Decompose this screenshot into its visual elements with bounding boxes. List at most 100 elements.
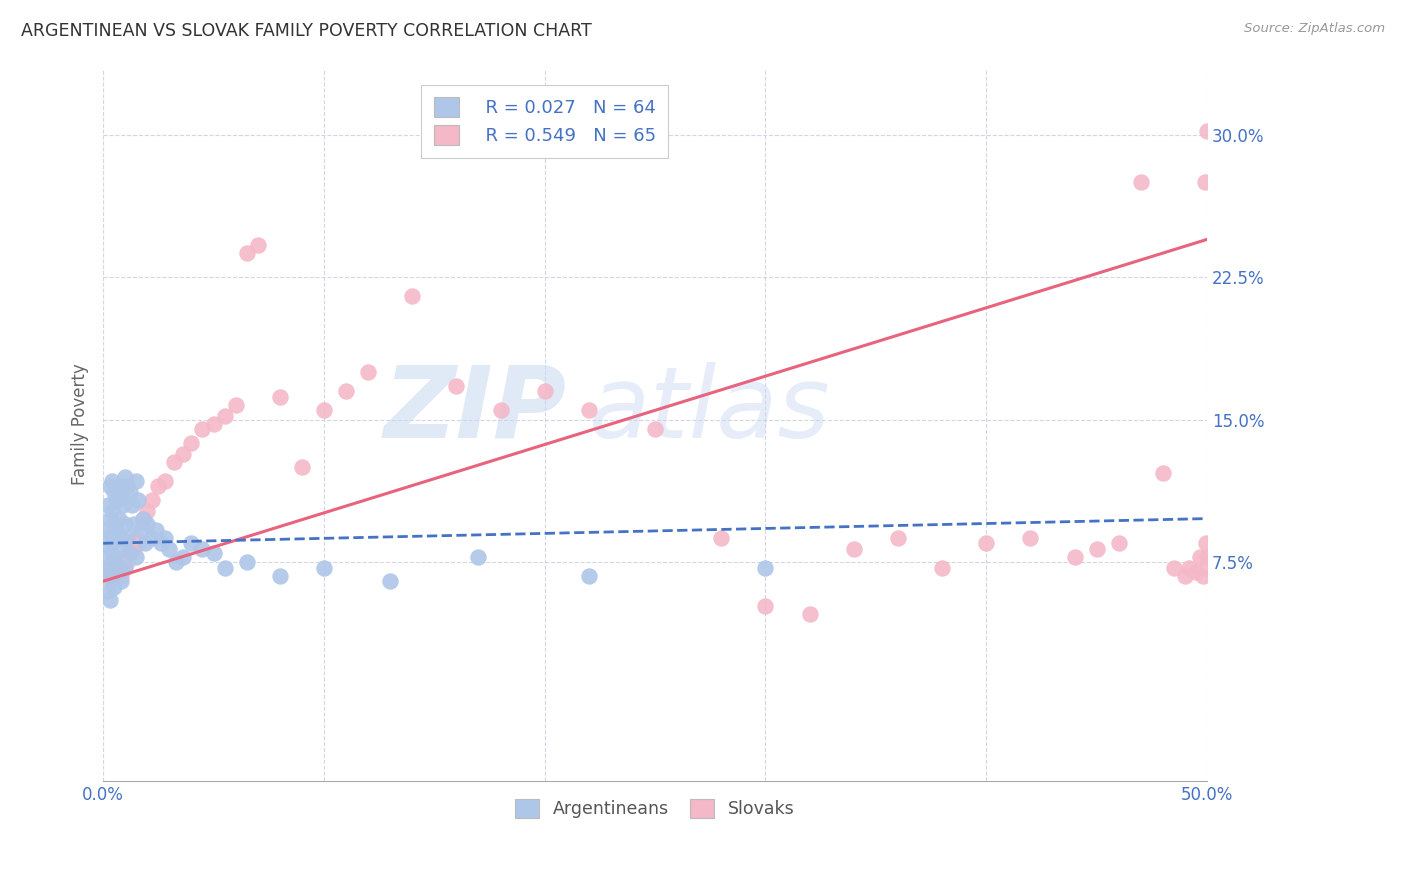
Point xyxy=(118,485,141,500)
Point xyxy=(1019,531,1042,545)
Point xyxy=(1129,176,1152,190)
Point xyxy=(103,549,125,564)
Point xyxy=(1178,561,1201,575)
Point xyxy=(799,607,821,621)
Point xyxy=(710,531,733,545)
Point xyxy=(1163,561,1185,575)
Point xyxy=(974,536,997,550)
Point xyxy=(214,409,236,423)
Point xyxy=(127,492,149,507)
Point xyxy=(246,238,269,252)
Point xyxy=(105,492,128,507)
Point xyxy=(644,422,666,436)
Point xyxy=(101,474,124,488)
Point xyxy=(1189,549,1212,564)
Point xyxy=(101,555,124,569)
Point xyxy=(1195,561,1218,575)
Point xyxy=(1152,466,1174,480)
Point xyxy=(378,574,401,589)
Point xyxy=(141,531,163,545)
Point xyxy=(578,403,600,417)
Point xyxy=(1195,536,1218,550)
Point xyxy=(98,479,121,493)
Point xyxy=(103,565,125,579)
Point xyxy=(107,555,129,569)
Point xyxy=(269,390,291,404)
Point xyxy=(202,546,225,560)
Point xyxy=(1174,568,1197,582)
Point xyxy=(312,403,335,417)
Point xyxy=(129,523,152,537)
Point xyxy=(98,568,121,582)
Point xyxy=(96,561,118,575)
Point xyxy=(887,531,910,545)
Point xyxy=(101,568,124,582)
Point xyxy=(96,498,118,512)
Point xyxy=(98,593,121,607)
Point xyxy=(121,536,143,550)
Point xyxy=(110,531,132,545)
Point xyxy=(335,384,357,399)
Point xyxy=(110,574,132,589)
Point xyxy=(122,541,145,556)
Point xyxy=(105,561,128,575)
Point xyxy=(172,549,194,564)
Point xyxy=(1194,176,1216,190)
Point xyxy=(1085,541,1108,556)
Point xyxy=(110,489,132,503)
Y-axis label: Family Poverty: Family Poverty xyxy=(72,364,89,485)
Point xyxy=(269,568,291,582)
Point xyxy=(103,580,125,594)
Point xyxy=(165,555,187,569)
Point xyxy=(94,523,117,537)
Point xyxy=(105,555,128,569)
Point xyxy=(105,523,128,537)
Point xyxy=(114,549,136,564)
Point xyxy=(1108,536,1130,550)
Point xyxy=(357,365,380,379)
Point xyxy=(132,511,155,525)
Point xyxy=(114,517,136,532)
Point xyxy=(125,474,148,488)
Point xyxy=(291,460,314,475)
Point xyxy=(136,504,159,518)
Point xyxy=(235,245,257,260)
Point xyxy=(149,536,172,550)
Point xyxy=(125,531,148,545)
Point xyxy=(141,492,163,507)
Point xyxy=(191,422,214,436)
Point xyxy=(467,549,489,564)
Point xyxy=(111,541,134,556)
Point xyxy=(931,561,953,575)
Point xyxy=(118,541,141,556)
Point xyxy=(117,479,139,493)
Point xyxy=(1195,549,1218,564)
Point xyxy=(122,517,145,532)
Point xyxy=(111,561,134,575)
Point xyxy=(754,599,776,613)
Point xyxy=(111,498,134,512)
Point xyxy=(754,561,776,575)
Point xyxy=(94,549,117,564)
Point xyxy=(1063,549,1085,564)
Point xyxy=(98,541,121,556)
Point xyxy=(446,378,468,392)
Point xyxy=(191,541,214,556)
Text: ARGENTINEAN VS SLOVAK FAMILY POVERTY CORRELATION CHART: ARGENTINEAN VS SLOVAK FAMILY POVERTY COR… xyxy=(21,22,592,40)
Point xyxy=(103,485,125,500)
Point xyxy=(153,531,176,545)
Point xyxy=(172,447,194,461)
Point xyxy=(842,541,865,556)
Text: Source: ZipAtlas.com: Source: ZipAtlas.com xyxy=(1244,22,1385,36)
Point xyxy=(401,289,423,303)
Point xyxy=(114,561,136,575)
Point xyxy=(1185,565,1208,579)
Point xyxy=(107,511,129,525)
Point xyxy=(163,455,186,469)
Point xyxy=(127,536,149,550)
Point xyxy=(180,435,202,450)
Point xyxy=(1191,568,1213,582)
Point xyxy=(110,568,132,582)
Point xyxy=(134,536,156,550)
Point xyxy=(103,517,125,532)
